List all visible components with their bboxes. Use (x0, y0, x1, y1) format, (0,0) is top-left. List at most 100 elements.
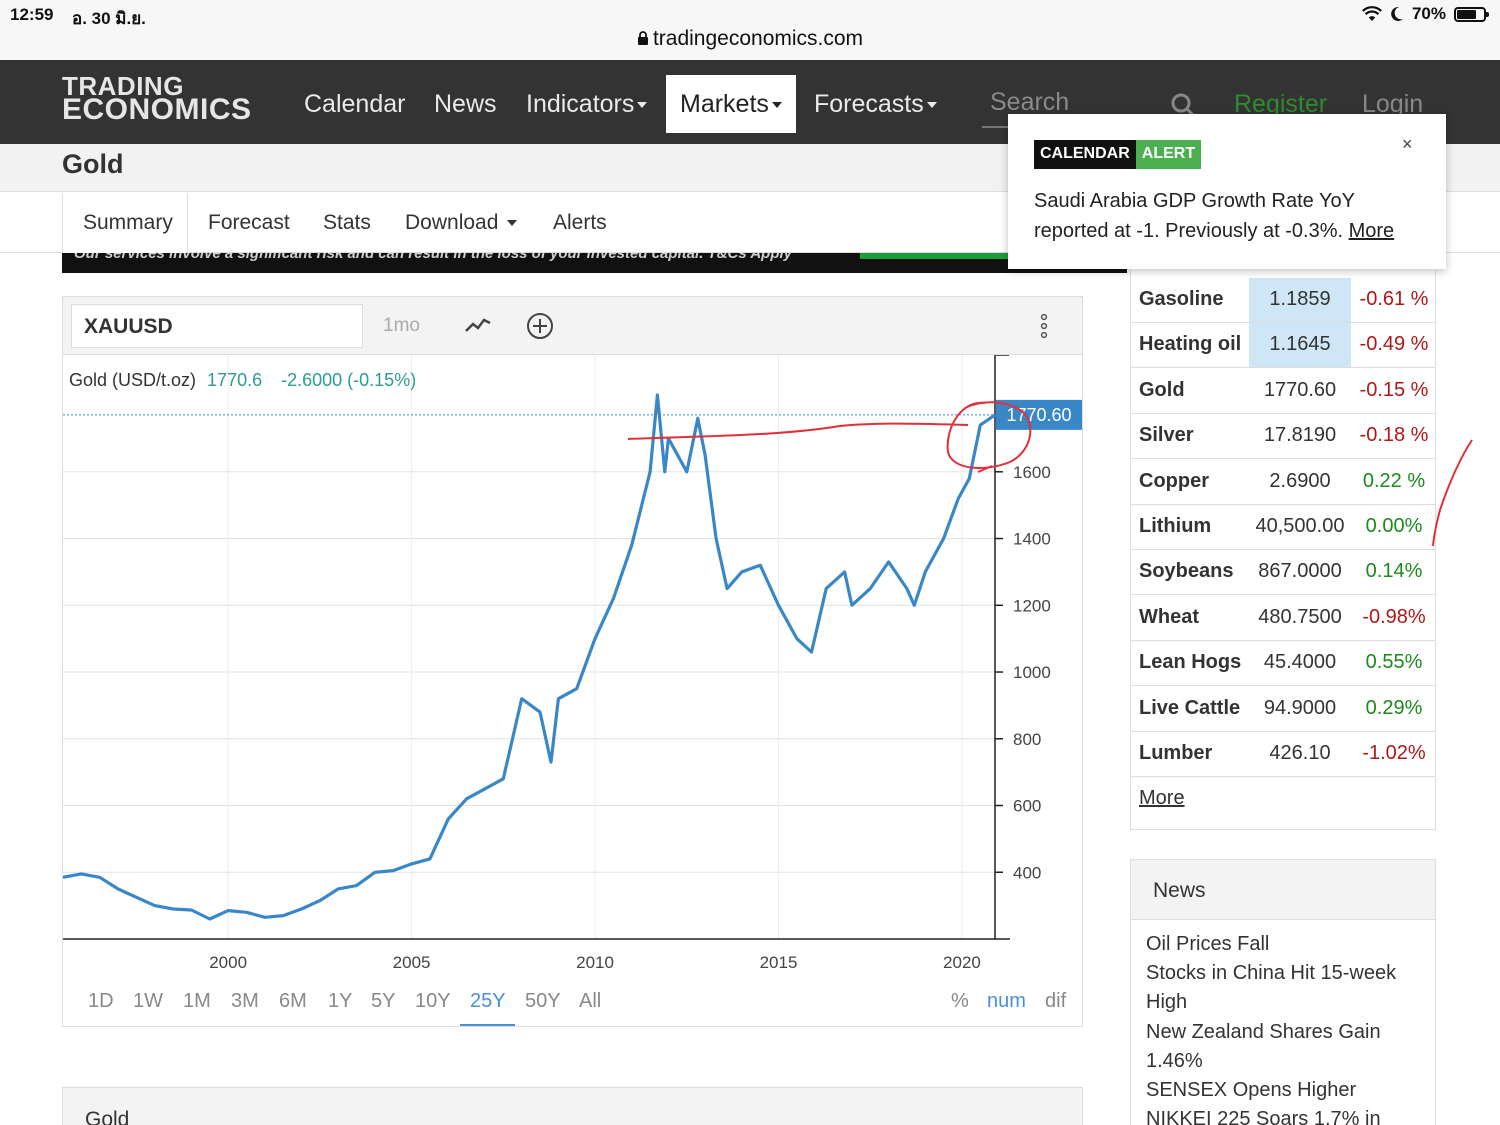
x-tick-label: 2010 (576, 953, 614, 972)
chart-legend: Gold (USD/t.oz) 1770.6 -2.6000 (-0.15%) (69, 370, 416, 390)
news-item[interactable]: Oil Prices Fall (1146, 933, 1270, 955)
range-button-50y[interactable]: 50Y (525, 990, 561, 1012)
range-button-all[interactable]: All (579, 990, 602, 1012)
nav-indicators[interactable]: Indicators (526, 90, 648, 119)
commodity-name[interactable]: Copper (1139, 469, 1209, 492)
y-axis-ticks: 400 600 800 1000 1200 1400 1600 (995, 463, 1051, 882)
news-item[interactable]: NIKKEI 225 Soars 1.7% in (1146, 1108, 1381, 1125)
tab-download[interactable]: Download (405, 211, 518, 235)
section-tabs: Summary Forecast Stats Download Alerts (62, 193, 1007, 253)
commodity-row[interactable]: Lean Hogs 45.4000 0.55% (1131, 641, 1435, 687)
more-options-icon[interactable] (1035, 311, 1053, 341)
chart-panel: XAUUSD 1mo 400 600 800 1000 1200 1400 1600 200… (62, 296, 1083, 1027)
news-heading: News (1153, 879, 1206, 902)
range-button-10y[interactable]: 10Y (415, 990, 451, 1012)
caret-down-icon (771, 102, 782, 109)
y-tick-label: 1000 (1013, 663, 1051, 682)
range-button-5y[interactable]: 5Y (371, 990, 396, 1012)
commodity-price: 1.1859 (1249, 278, 1351, 322)
commodity-name[interactable]: Live Cattle (1139, 696, 1241, 719)
calendar-alert-popup: CALENDAR ALERT × Saudi Arabia GDP Growth… (1008, 114, 1446, 269)
gold-price-series (63, 393, 996, 921)
alert-message: Saudi Arabia GDP Growth Rate YoY reporte… (1034, 186, 1424, 246)
commodity-name[interactable]: Gold (1139, 378, 1185, 401)
news-item[interactable]: New Zealand Shares Gain 1.46% (1146, 1021, 1381, 1072)
nav-news[interactable]: News (434, 90, 497, 118)
last-price-label-text: 1770.60 (1006, 405, 1071, 425)
commodities-more-link[interactable]: More (1139, 787, 1185, 809)
commodity-row[interactable]: Lithium 40,500.00 0.00% (1131, 505, 1435, 550)
commodity-name[interactable]: Silver (1139, 424, 1194, 447)
commodity-row[interactable]: Gasoline 1.1859 -0.61 % (1131, 278, 1435, 323)
caret-down-icon (926, 102, 937, 109)
commodity-name[interactable]: Heating oil (1139, 333, 1242, 356)
commodity-row[interactable]: Silver 17.8190 -0.18 % (1131, 414, 1435, 460)
commodity-name[interactable]: Soybeans (1139, 560, 1234, 583)
range-button-25y[interactable]: 25Y (470, 990, 506, 1012)
symbol-input[interactable]: XAUUSD (71, 304, 363, 348)
commodity-row[interactable]: Live Cattle 94.9000 0.29% (1131, 687, 1435, 732)
mode-button-num[interactable]: num (987, 990, 1026, 1012)
commodity-row[interactable]: Heating oil 1.1645 -0.49 % (1131, 323, 1435, 369)
close-icon[interactable]: × (1402, 134, 1413, 154)
chart-toolbar: XAUUSD 1mo (63, 297, 1082, 355)
address-bar[interactable]: tradingeconomics.com (0, 27, 1500, 51)
tab-summary[interactable]: Summary (63, 193, 188, 253)
login-link[interactable]: Login (1362, 90, 1424, 118)
tab-forecast[interactable]: Forecast (208, 211, 290, 234)
commodity-row[interactable]: Wheat 480.7500 -0.98% (1131, 596, 1435, 641)
alert-more-link[interactable]: More (1348, 220, 1395, 242)
nav-markets[interactable]: Markets (666, 75, 796, 133)
commodity-name[interactable]: Wheat (1139, 605, 1199, 628)
news-item[interactable]: Stocks in China Hit 15-week High (1146, 962, 1397, 1013)
gold-panel-title: Gold (85, 1108, 130, 1125)
news-item[interactable]: SENSEX Opens Higher (1146, 1079, 1357, 1101)
nav-forecasts[interactable]: Forecasts (814, 90, 937, 119)
range-button-1w[interactable]: 1W (133, 990, 163, 1012)
alert-badge-alert: ALERT (1135, 140, 1202, 169)
commodity-name[interactable]: Gasoline (1139, 288, 1224, 310)
commodity-change: -0.98% (1362, 605, 1426, 628)
x-tick-label: 2020 (943, 953, 981, 972)
commodity-row[interactable]: Soybeans 867.0000 0.14% (1131, 550, 1435, 596)
commodity-change: 0.14% (1365, 560, 1423, 583)
nav-markets-label: Markets (680, 90, 769, 118)
add-series-icon[interactable] (525, 311, 555, 341)
commodity-price: 480.7500 (1258, 605, 1342, 628)
range-button-6m[interactable]: 6M (279, 990, 307, 1012)
range-button-3m[interactable]: 3M (231, 990, 259, 1012)
mode-button-dif[interactable]: dif (1045, 990, 1067, 1012)
mode-button-percent[interactable]: % (951, 990, 969, 1012)
commodity-change: -1.02% (1362, 742, 1426, 764)
range-button-1m[interactable]: 1M (183, 990, 211, 1012)
line-chart-icon[interactable] (463, 311, 493, 341)
commodity-price: 2.6900 (1269, 469, 1331, 492)
y-tick-label: 1400 (1013, 530, 1051, 549)
commodity-row[interactable]: Lumber 426.10 -1.02% (1131, 732, 1435, 777)
tab-alerts[interactable]: Alerts (553, 211, 607, 234)
frequency-selector[interactable]: 1mo (383, 315, 420, 336)
tab-stats[interactable]: Stats (323, 211, 371, 234)
commodity-name[interactable]: Lumber (1139, 742, 1213, 764)
gold-summary-panel: Gold (62, 1087, 1083, 1125)
commodity-row[interactable]: Gold 1770.60 -0.15 % (1131, 369, 1435, 414)
chart-legend-label: Gold (USD/t.oz) (69, 370, 196, 390)
moon-icon (1391, 6, 1403, 21)
commodity-row[interactable]: Copper 2.6900 0.22 % (1131, 460, 1435, 505)
register-link[interactable]: Register (1234, 90, 1328, 118)
ad-banner[interactable]: Our services involve a significant risk … (62, 253, 1127, 273)
logo[interactable]: TRADING ECONOMICS (62, 73, 252, 125)
nav-calendar[interactable]: Calendar (304, 90, 406, 118)
commodity-change: 0.29% (1365, 696, 1423, 719)
range-button-1d[interactable]: 1D (88, 990, 114, 1012)
range-button-1y[interactable]: 1Y (328, 990, 353, 1012)
commodities-table: More Gasoline 1.1859 -0.61 % Heating oil 1.1… (1130, 270, 1436, 830)
commodity-name[interactable]: Lithium (1139, 515, 1212, 537)
x-tick-label: 2005 (393, 953, 431, 972)
nav-forecasts-label: Forecasts (814, 90, 924, 118)
date: อ. 30 มิ.ย. (72, 9, 146, 28)
commodity-change: 0.22 % (1362, 469, 1426, 492)
commodity-price: 94.9000 (1263, 696, 1337, 719)
commodity-name[interactable]: Lean Hogs (1139, 651, 1242, 674)
